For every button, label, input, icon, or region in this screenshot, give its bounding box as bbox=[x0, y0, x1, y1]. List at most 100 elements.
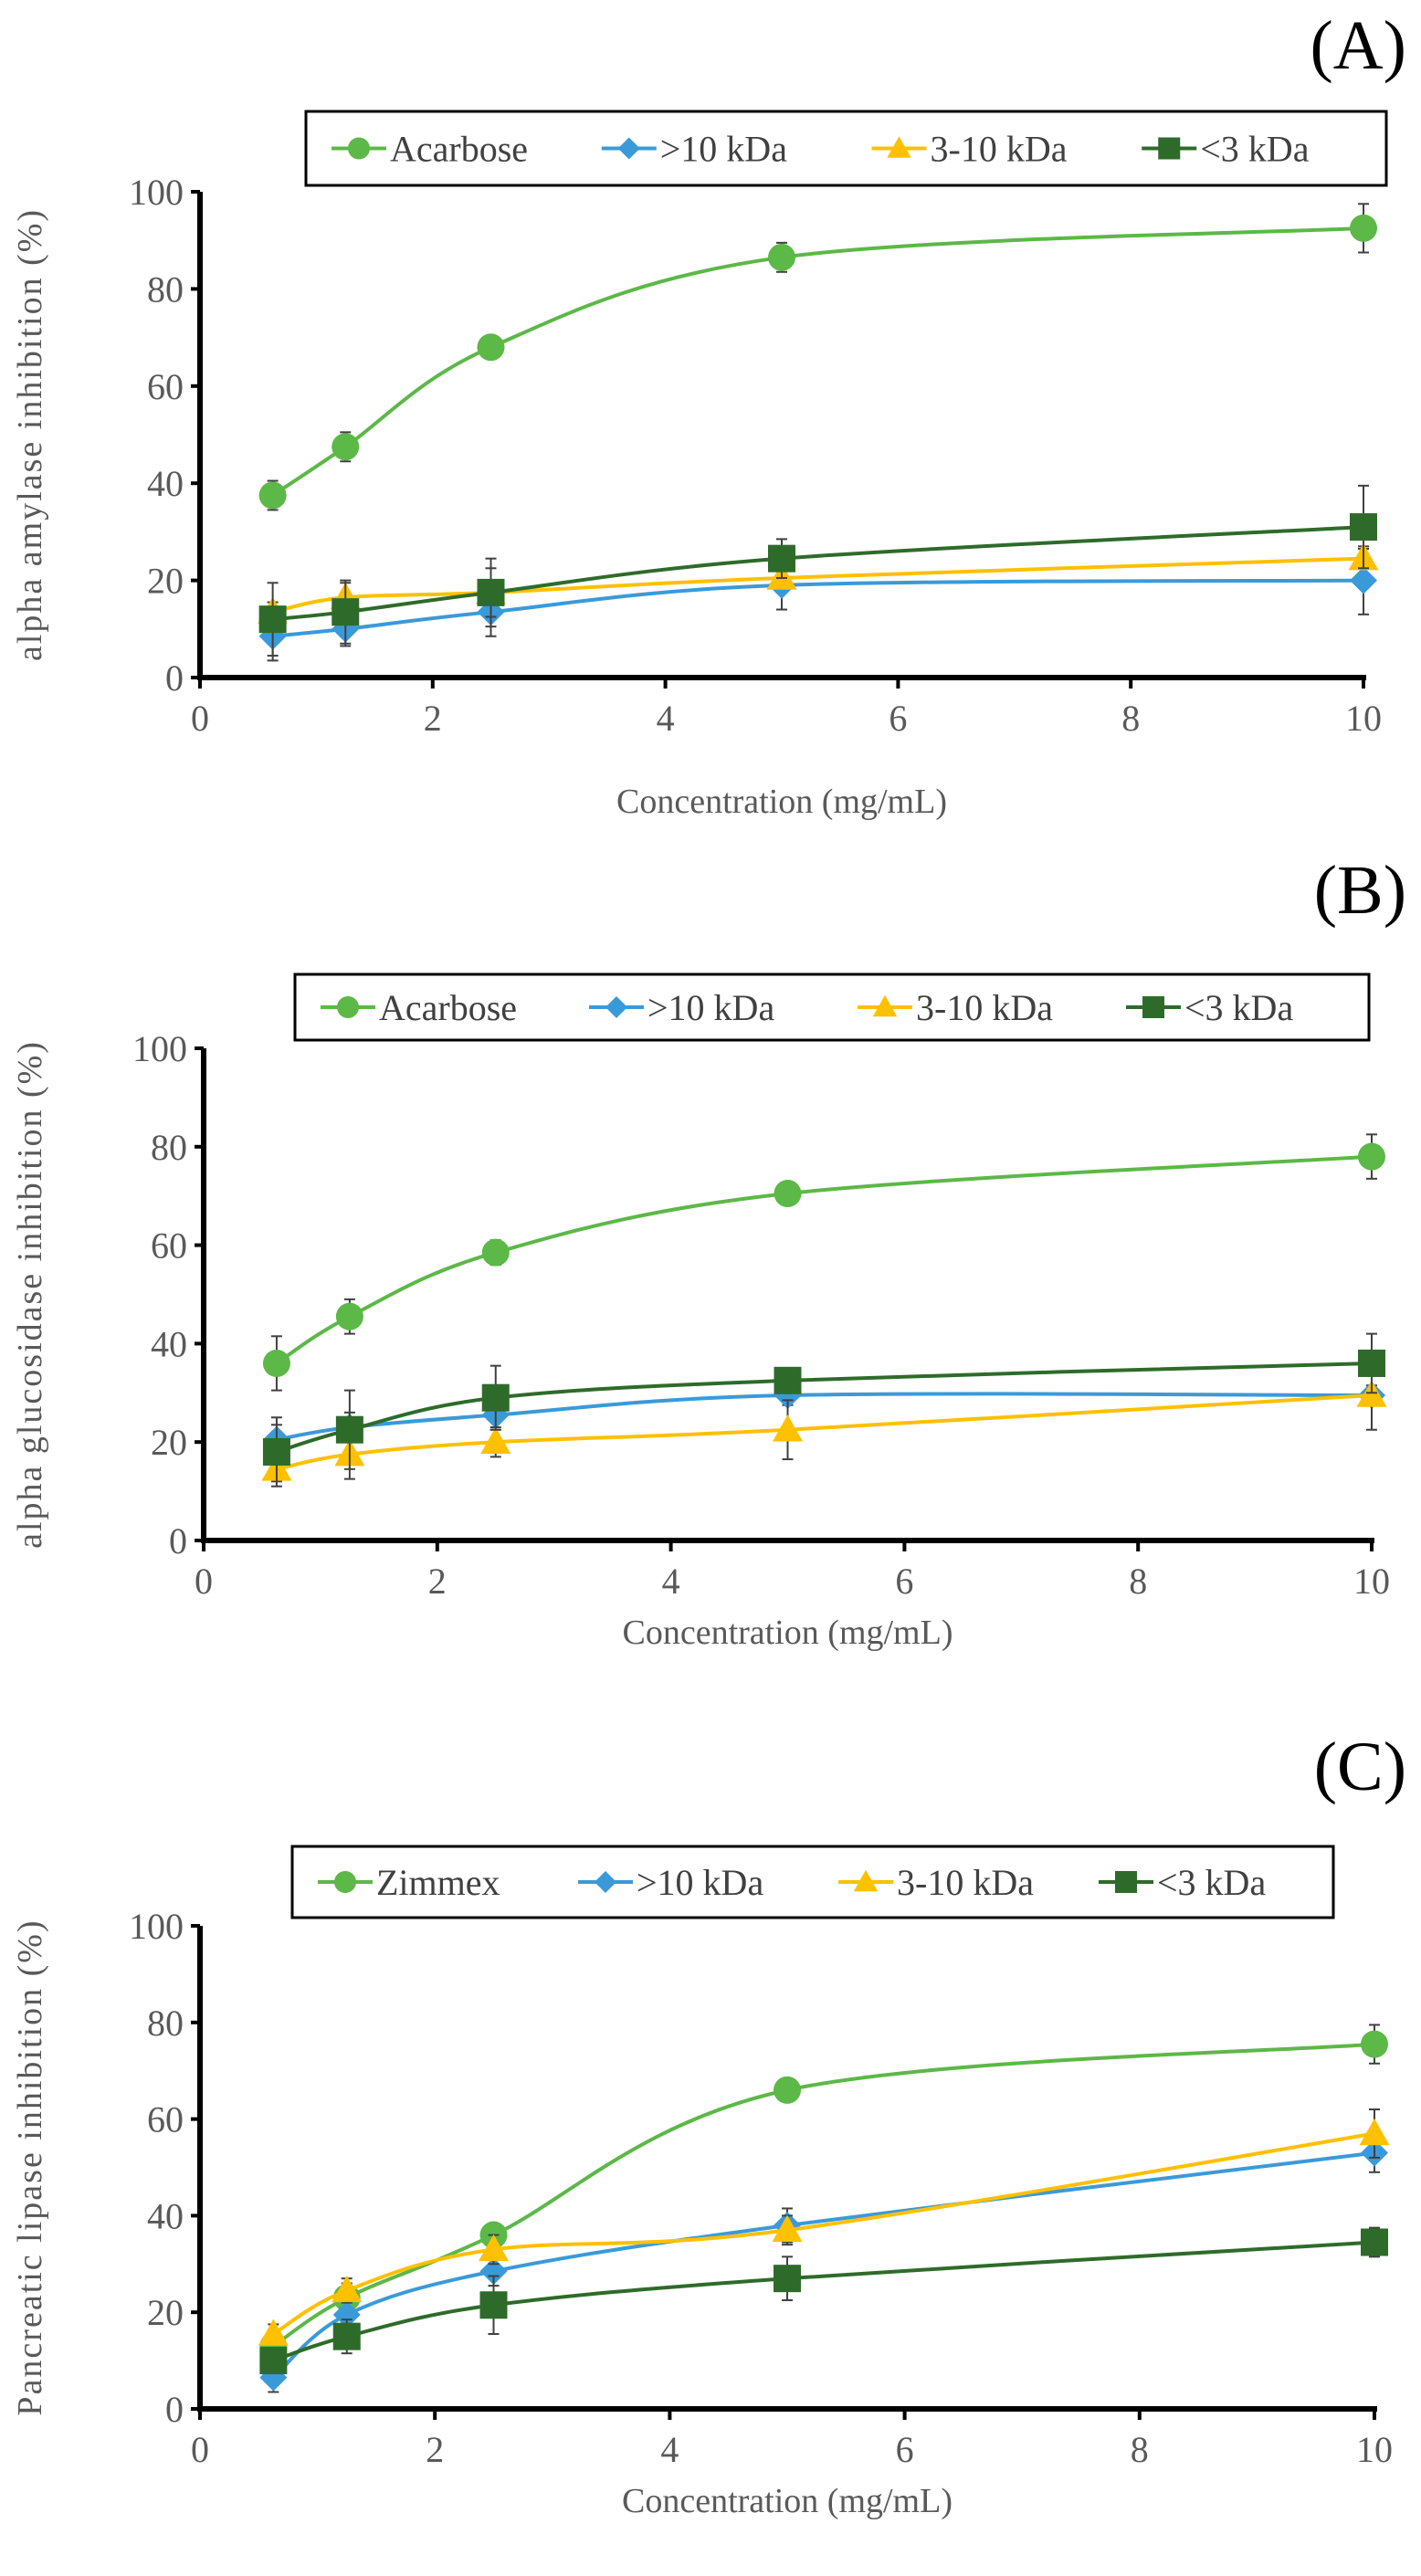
legend-label: Acarbose bbox=[390, 129, 528, 170]
data-point bbox=[477, 333, 505, 362]
x-tick-label: 6 bbox=[896, 2429, 914, 2470]
data-point bbox=[768, 243, 795, 271]
data-point bbox=[262, 1437, 290, 1466]
legend-marker bbox=[334, 1871, 356, 1893]
data-point bbox=[258, 481, 287, 510]
series-line bbox=[275, 1154, 1373, 1365]
data-point bbox=[477, 578, 505, 606]
data-point bbox=[1350, 214, 1377, 242]
data-point bbox=[332, 2275, 363, 2303]
data-point bbox=[1361, 2030, 1388, 2058]
legend-label: >10 kDa bbox=[660, 129, 787, 170]
y-tick-label: 60 bbox=[151, 1225, 187, 1267]
y-tick-label: 60 bbox=[147, 2099, 184, 2140]
y-tick-label: 0 bbox=[165, 657, 184, 699]
legend-label: 3-10 kDa bbox=[916, 987, 1053, 1028]
y-tick-label: 20 bbox=[151, 1422, 187, 1463]
legend: Acarbose >10 kDa 3-10 kDa <3 kDa bbox=[293, 973, 1371, 1042]
data-point bbox=[768, 544, 795, 573]
x-tick-label: 0 bbox=[191, 698, 209, 739]
legend: Zimmex >10 kDa 3-10 kDa <3 kDa bbox=[290, 1845, 1335, 1919]
data-point bbox=[480, 1426, 511, 1454]
series-3 bbox=[262, 1332, 1385, 1488]
legend: Acarbose >10 kDa 3-10 kDa <3 kDa bbox=[304, 110, 1388, 187]
panel-label: (B) bbox=[1314, 852, 1406, 929]
y-tick-label: 80 bbox=[147, 2003, 184, 2044]
legend-label: 3-10 kDa bbox=[931, 129, 1068, 170]
y-axis-title: alpha amylase inhibition (%) bbox=[11, 208, 49, 661]
data-point bbox=[1350, 566, 1377, 594]
series-line bbox=[276, 1392, 1373, 1442]
y-tick-label: 0 bbox=[169, 1520, 187, 1561]
legend-marker bbox=[595, 1871, 616, 1893]
legend-marker bbox=[1158, 137, 1181, 160]
x-tick-label: 2 bbox=[424, 698, 442, 739]
legend-marker bbox=[348, 137, 370, 160]
series-line bbox=[272, 578, 1364, 638]
data-point bbox=[335, 1302, 363, 1330]
series-line bbox=[272, 2131, 1375, 2336]
x-tick-label: 8 bbox=[1129, 1561, 1147, 1602]
y-tick-label: 20 bbox=[147, 561, 184, 602]
data-point bbox=[259, 2347, 288, 2375]
y-tick-label: 60 bbox=[147, 366, 184, 407]
y-tick-label: 40 bbox=[151, 1323, 187, 1364]
data-point bbox=[258, 2318, 289, 2346]
legend-label: <3 kDa bbox=[1184, 987, 1293, 1028]
x-tick-label: 2 bbox=[426, 2429, 444, 2470]
x-axis-title: Concentration (mg/mL) bbox=[616, 783, 947, 821]
data-point bbox=[262, 1349, 290, 1377]
series-3 bbox=[259, 2226, 1388, 2375]
y-axis-title: alpha glucosidase inhibition (%) bbox=[11, 1040, 49, 1549]
data-point bbox=[774, 1180, 802, 1208]
legend-label: <3 kDa bbox=[1157, 1862, 1266, 1903]
series-line bbox=[272, 525, 1364, 622]
legend-label: Zimmex bbox=[376, 1862, 500, 1903]
data-point bbox=[772, 2214, 803, 2243]
data-point bbox=[774, 2076, 801, 2104]
x-tick-label: 4 bbox=[660, 2429, 679, 2470]
series-line bbox=[272, 2150, 1375, 2380]
data-point bbox=[335, 1415, 363, 1444]
y-tick-label: 100 bbox=[132, 1028, 187, 1069]
x-tick-label: 6 bbox=[889, 698, 907, 739]
data-point bbox=[479, 2257, 508, 2286]
data-point bbox=[332, 2300, 361, 2329]
data-point bbox=[1350, 513, 1377, 541]
chart-panel-2: (C) 0 20 40 60 80 100 0 2 4 6 8 10 Concentration (mg/… bbox=[11, 1729, 1406, 2520]
data-point bbox=[1358, 1142, 1385, 1171]
legend-marker bbox=[1142, 996, 1164, 1018]
legend-marker bbox=[853, 1869, 879, 1892]
y-tick-label: 0 bbox=[165, 2389, 184, 2430]
panel-label: (A) bbox=[1310, 7, 1406, 84]
legend-marker bbox=[1115, 1871, 1137, 1893]
data-point bbox=[1358, 1349, 1385, 1377]
y-tick-label: 20 bbox=[147, 2292, 184, 2333]
legend-box bbox=[304, 110, 1388, 187]
data-point bbox=[773, 1414, 803, 1442]
y-tick-label: 40 bbox=[147, 2195, 184, 2236]
data-point bbox=[1361, 2228, 1388, 2256]
series-3 bbox=[258, 484, 1377, 657]
legend-marker bbox=[872, 994, 898, 1017]
data-point bbox=[774, 2265, 801, 2293]
series-2 bbox=[258, 2108, 1390, 2346]
data-point bbox=[481, 1383, 510, 1412]
data-point bbox=[332, 598, 360, 626]
legend-marker bbox=[887, 136, 911, 158]
x-tick-label: 2 bbox=[428, 1561, 447, 1602]
x-tick-label: 10 bbox=[1356, 2429, 1393, 2470]
data-point bbox=[479, 2291, 508, 2319]
y-tick-label: 80 bbox=[147, 268, 184, 310]
x-tick-label: 0 bbox=[195, 1561, 213, 1602]
series-line bbox=[276, 1361, 1373, 1454]
legend-label: >10 kDa bbox=[637, 1862, 763, 1903]
data-point bbox=[1359, 2118, 1390, 2146]
x-tick-label: 10 bbox=[1353, 1561, 1390, 1602]
series-1 bbox=[262, 1381, 1385, 1456]
data-point bbox=[774, 1366, 802, 1394]
y-tick-label: 100 bbox=[129, 1906, 184, 1947]
x-tick-label: 4 bbox=[662, 1561, 680, 1602]
legend-label: >10 kDa bbox=[647, 987, 774, 1028]
legend-label: 3-10 kDa bbox=[897, 1862, 1034, 1903]
